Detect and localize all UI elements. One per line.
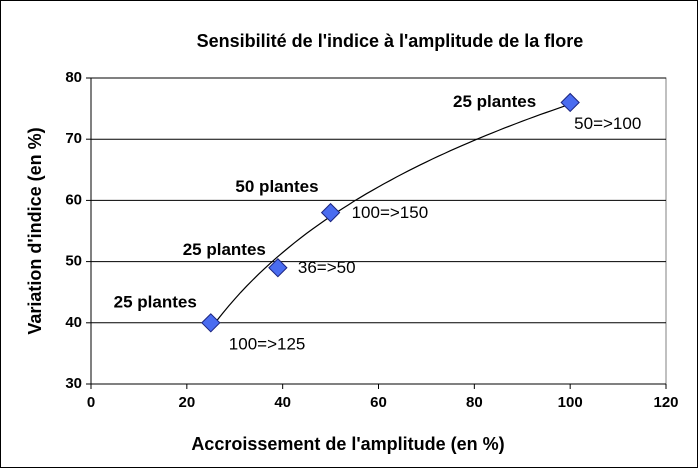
- x-tick-label: 120: [653, 394, 678, 411]
- chart-title: Sensibilité de l'indice à l'amplitude de…: [197, 31, 584, 51]
- x-tick-label: 40: [274, 394, 291, 411]
- group-label: 50 plantes: [235, 177, 318, 196]
- y-tick-label: 50: [65, 253, 82, 270]
- y-tick-label: 60: [65, 191, 82, 208]
- plot-area: [90, 77, 667, 385]
- group-label: 25 plantes: [114, 292, 197, 311]
- y-tick-label: 70: [65, 130, 82, 147]
- trend-curve: [210, 103, 571, 329]
- x-tick-label: 0: [87, 394, 95, 411]
- group-label: 25 plantes: [183, 240, 266, 259]
- x-tick-label: 80: [466, 394, 483, 411]
- x-tick-label: 100: [558, 394, 583, 411]
- point-label: 100=>125: [229, 334, 306, 353]
- x-tick-label: 20: [178, 394, 195, 411]
- marker: [201, 313, 221, 333]
- marker: [268, 258, 288, 278]
- y-tick-label: 80: [65, 69, 82, 86]
- y-axis-label: Variation d'indice (en %): [25, 127, 45, 334]
- x-axis-label: Accroissement de l'amplitude (en %): [191, 434, 504, 454]
- point-label: 100=>150: [352, 203, 429, 222]
- point-label: 50=>100: [574, 114, 641, 133]
- marker: [560, 92, 580, 113]
- y-tick-label: 40: [65, 314, 82, 331]
- group-label: 25 plantes: [453, 92, 536, 111]
- x-tick-label: 60: [370, 394, 387, 411]
- y-tick-label: 30: [65, 375, 82, 392]
- marker: [320, 202, 341, 223]
- point-label: 36=>50: [298, 258, 356, 277]
